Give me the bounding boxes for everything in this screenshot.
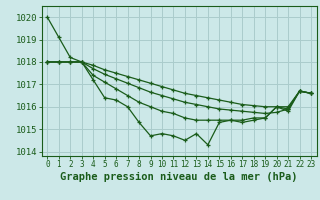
X-axis label: Graphe pression niveau de la mer (hPa): Graphe pression niveau de la mer (hPa) [60, 172, 298, 182]
